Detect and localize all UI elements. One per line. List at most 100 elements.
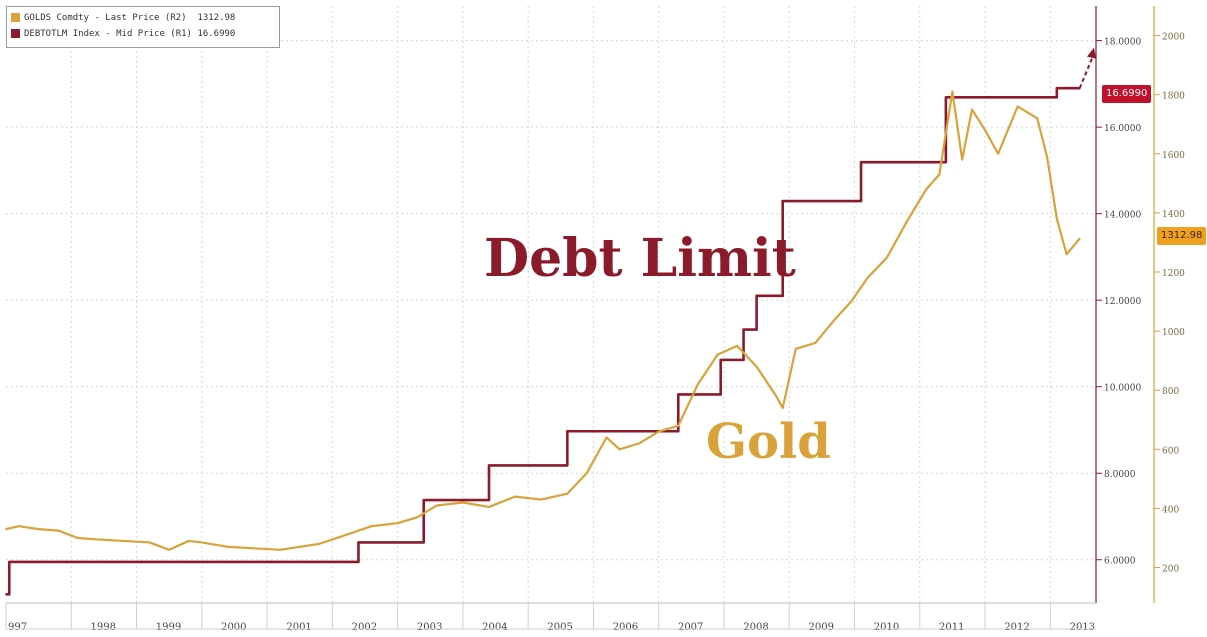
gold-data-point [925, 188, 928, 191]
gold-data-point [416, 516, 419, 519]
r1-tick-label: 12.0000 [1104, 297, 1141, 307]
debt-data-point [755, 294, 758, 297]
gold-data-point [540, 498, 543, 501]
r2-tick-label: 1400 [1162, 210, 1185, 220]
gold-data-point [96, 538, 99, 541]
debt-limit-annotation: Debt Limit [484, 228, 796, 289]
gold-data-point [461, 501, 464, 504]
grid-lines [6, 6, 1096, 603]
gold-data-point [122, 540, 125, 542]
gold-data-point [618, 448, 621, 451]
x-tick-label: 1998 [91, 622, 116, 633]
r2-tick-label: 400 [1162, 505, 1179, 515]
gold-data-point [298, 545, 301, 548]
gold-data-point [37, 528, 40, 531]
debt-data-point [357, 541, 360, 544]
gold-data-point [755, 365, 758, 368]
gold-swatch [11, 13, 20, 22]
gold-data-point [997, 152, 999, 155]
gold-last-value-tag: 1312.98 [1157, 227, 1207, 245]
gold-data-point [370, 525, 373, 528]
legend-debt-value: 16.6990 [197, 29, 236, 39]
r2-tick-label: 600 [1162, 446, 1179, 456]
x-tick-label: 2000 [221, 622, 246, 633]
gold-data-point [227, 545, 229, 548]
gold-data-point [794, 347, 797, 350]
gold-data-point [585, 472, 588, 474]
x-tick-label: 2006 [613, 622, 638, 633]
r2-tick-label: 800 [1162, 387, 1179, 397]
gold-data-point [396, 522, 399, 525]
gold-data-point [148, 541, 151, 544]
debt-data-point [719, 358, 722, 361]
gold-data-point [344, 534, 347, 536]
gold-data-point [1046, 155, 1048, 158]
debt-projection-arrow [1078, 53, 1095, 89]
r1-tick-label: 6.0000 [1104, 557, 1136, 567]
debt-last-value-tag: 16.6990 [1102, 85, 1152, 103]
x-tick-label: 2009 [809, 622, 834, 633]
chart-series [5, 47, 1096, 596]
x-tick-label: 2007 [678, 622, 703, 633]
r1-tick-label: 8.0000 [1104, 470, 1136, 480]
gold-data-point [187, 540, 190, 542]
x-tick-label: 2012 [1004, 622, 1029, 633]
legend-item-debt: DEBTOTLM Index - Mid Price (R1) 16.6990 [11, 27, 235, 41]
x-tick-label: 2011 [939, 622, 964, 633]
gold-data-point [1055, 217, 1058, 220]
r1-tick-label: 16.0000 [1104, 124, 1141, 134]
gold-data-point [814, 342, 817, 344]
r1-tick-label: 18.0000 [1104, 38, 1141, 48]
debt-data-point [488, 464, 490, 467]
gold-data-point [514, 495, 517, 498]
debt-data-point [566, 430, 569, 433]
gold-price-line [5, 90, 1081, 551]
gold-data-point [905, 220, 908, 223]
gold-data-point [716, 353, 719, 356]
gold-data-point [279, 548, 282, 551]
gold-data-point [76, 537, 79, 539]
debt-swatch [11, 29, 20, 38]
debt-data-point [860, 161, 862, 164]
debt-data-point [742, 328, 745, 331]
debt-data-point [677, 393, 680, 396]
gold-data-point [736, 344, 738, 347]
gold-data-point [18, 525, 20, 528]
gold-data-point [781, 407, 784, 409]
gold-data-point [657, 430, 660, 433]
x-tick-label: 2010 [874, 622, 899, 633]
gold-annotation: Gold [706, 414, 831, 470]
r2-tick-label: 1800 [1162, 92, 1185, 102]
gold-data-point [566, 492, 569, 495]
x-tick-label: 2013 [1070, 622, 1095, 633]
gold-data-point [834, 318, 836, 321]
legend-gold-value: 1312.98 [197, 13, 236, 23]
gold-data-point [775, 395, 778, 398]
debt-data-point [987, 96, 990, 99]
x-tick-label: 2002 [352, 622, 377, 633]
gold-data-point [5, 528, 7, 531]
debt-data-point [5, 593, 7, 596]
x-tick-label: 2008 [743, 622, 768, 633]
debt-data-point [8, 561, 11, 563]
r2-tick-label: 1000 [1162, 328, 1185, 338]
legend-gold-label: GOLDS Comdty - Last Price (R2) [24, 13, 187, 23]
r1-tick-label: 10.0000 [1104, 384, 1141, 394]
x-tick-label: 2001 [286, 622, 311, 633]
gold-data-point [886, 256, 889, 259]
gold-data-point [850, 300, 853, 303]
x-tick-label: 997 [8, 622, 27, 633]
gold-data-point [638, 442, 641, 445]
gold-data-point [318, 542, 321, 545]
gold-data-point [253, 547, 255, 550]
gold-data-point [696, 383, 699, 386]
r2-tick-label: 1200 [1162, 269, 1185, 279]
chart-axes: 997 1998 1999 2000 2001 2002 2003 2004 2005 2006 2… [5, 6, 1185, 633]
r2-tick-label: 2000 [1162, 33, 1185, 43]
gold-data-point [984, 129, 986, 132]
arrow-head-icon [1087, 47, 1096, 59]
debt-data-point [1055, 87, 1058, 90]
gold-data-point [605, 436, 608, 439]
x-tick-label: 2005 [547, 622, 572, 633]
